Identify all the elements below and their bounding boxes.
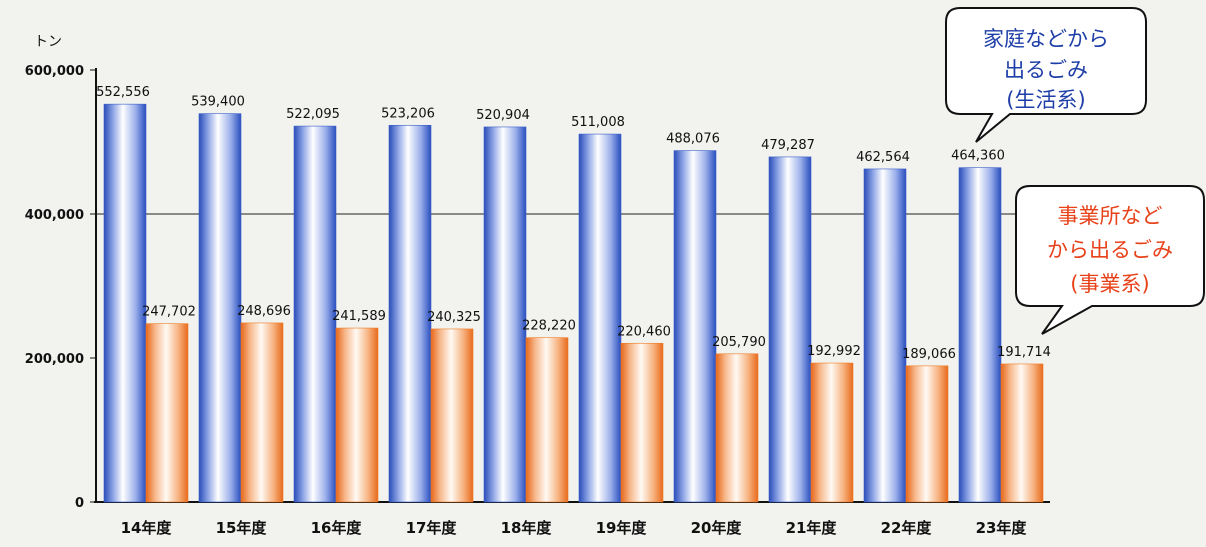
data-label-business-1: 248,696 [237,304,291,319]
bar-business-9 [1000,363,1044,503]
bar-business-7 [810,362,854,503]
data-label-household-4: 520,904 [476,108,530,123]
bar-household-4 [483,126,527,503]
callout-business-line2: から出るごみ [1047,238,1173,262]
x-category-label-7: 21年度 [786,519,838,537]
bar-household-9 [958,167,1002,503]
x-category-label-5: 19年度 [596,519,648,537]
y-tick-label-0: 0 [75,496,84,511]
callout-household: 家庭などから 出るごみ (生活系) [945,7,1147,143]
data-label-business-6: 205,790 [712,335,766,350]
bar-household-0 [103,103,147,503]
data-label-household-3: 523,206 [381,106,435,121]
x-category-label-6: 20年度 [691,519,743,537]
x-category-label-0: 14年度 [121,519,173,537]
data-label-business-4: 228,220 [522,319,576,334]
data-label-household-5: 511,008 [571,115,625,130]
bar-business-8 [905,365,949,503]
data-label-household-7: 479,287 [761,138,815,153]
data-label-household-9: 464,360 [951,149,1005,164]
data-label-business-5: 220,460 [617,324,671,339]
bar-business-4 [525,337,569,503]
data-label-business-9: 191,714 [997,345,1051,360]
data-label-household-0: 552,556 [96,85,150,100]
callout-business-line1: 事業所など [1058,204,1163,228]
bar-household-7 [768,156,812,503]
bar-business-3 [430,328,474,503]
x-category-label-9: 23年度 [976,519,1028,537]
bar-household-2 [293,125,337,503]
data-label-business-8: 189,066 [902,347,956,362]
x-category-label-1: 15年度 [216,519,268,537]
bar-business-1 [240,322,284,503]
bar-household-1 [198,113,242,503]
data-label-business-0: 247,702 [142,305,196,320]
data-label-business-2: 241,589 [332,309,386,324]
data-label-household-6: 488,076 [666,132,720,147]
x-category-label-8: 22年度 [881,519,933,537]
data-label-business-7: 192,992 [807,344,861,359]
callout-business: 事業所など から出るごみ (事業系) [1015,185,1205,335]
x-category-label-3: 17年度 [406,519,458,537]
callout-household-line1: 家庭などから [983,27,1109,51]
data-label-household-2: 522,095 [286,107,340,122]
y-tick-label-1: 200,000 [25,352,84,367]
data-label-household-8: 462,564 [856,150,910,165]
data-label-household-1: 539,400 [191,95,245,110]
bar-household-5 [578,133,622,503]
callout-business-line3: (事業系) [1070,272,1149,296]
bar-household-6 [673,150,717,503]
callout-household-bubble [945,7,1147,143]
bar-business-0 [145,323,189,503]
bar-business-5 [620,342,664,503]
bar-business-2 [335,327,379,503]
bar-household-8 [863,168,907,503]
x-category-label-2: 16年度 [311,519,363,537]
x-category-label-4: 18年度 [501,519,553,537]
callout-household-line2: 出るごみ [1004,58,1088,82]
y-tick-label-2: 400,000 [25,208,84,223]
bar-household-3 [388,124,432,503]
y-tick-label-3: 600,000 [25,64,84,79]
callout-business-bubble [1015,185,1205,335]
data-label-business-3: 240,325 [427,310,481,325]
y-axis-unit: トン [34,34,62,50]
bar-business-6 [715,353,759,503]
callout-household-line3: (生活系) [1006,88,1085,112]
